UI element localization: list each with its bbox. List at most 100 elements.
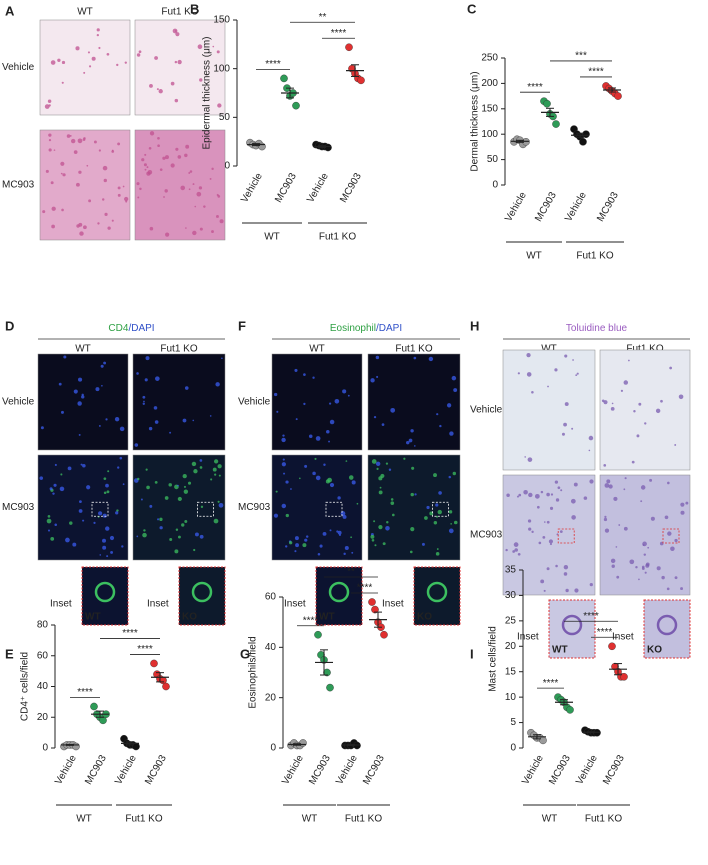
micrograph xyxy=(367,353,461,451)
texture xyxy=(565,588,569,593)
texture xyxy=(518,493,522,497)
x-tick-label: MC903 xyxy=(83,753,109,787)
y-tick-label: 0 xyxy=(510,743,516,754)
texture xyxy=(175,147,179,151)
data-point xyxy=(345,43,353,52)
data-point xyxy=(357,76,365,85)
texture xyxy=(75,182,80,187)
texture xyxy=(199,78,203,82)
texture xyxy=(421,542,425,546)
texture xyxy=(88,199,92,203)
texture xyxy=(524,456,526,458)
texture xyxy=(534,493,540,499)
texture xyxy=(137,196,140,199)
texture xyxy=(561,432,565,436)
texture xyxy=(60,410,64,414)
inset-tag: WT xyxy=(85,612,101,623)
column-label: Fut1 KO xyxy=(626,344,663,355)
panel-header: Toluidine blue xyxy=(566,323,628,334)
texture xyxy=(661,575,665,580)
texture xyxy=(107,470,110,473)
texture xyxy=(559,530,563,534)
texture xyxy=(42,210,46,214)
texture xyxy=(644,422,647,425)
texture xyxy=(303,373,306,376)
texture xyxy=(390,498,394,501)
y-tick-label: 0 xyxy=(224,161,230,172)
texture xyxy=(149,504,153,508)
texture xyxy=(517,552,521,556)
texture xyxy=(180,185,186,191)
texture xyxy=(660,399,663,403)
texture xyxy=(386,521,389,524)
texture xyxy=(189,170,193,173)
y-tick-label: 60 xyxy=(37,650,49,661)
inset-label: Inset xyxy=(284,599,306,610)
texture xyxy=(375,461,381,467)
texture xyxy=(105,418,108,421)
texture xyxy=(623,488,626,491)
texture xyxy=(53,149,56,151)
texture xyxy=(172,28,178,34)
texture xyxy=(102,538,107,543)
texture xyxy=(406,440,410,445)
texture xyxy=(144,153,147,156)
texture xyxy=(638,402,642,406)
texture xyxy=(528,527,532,531)
y-axis-label: CD4⁺ cells/field xyxy=(20,652,31,721)
y-tick-label: 250 xyxy=(481,53,498,64)
y-tick-label: 0 xyxy=(42,743,48,754)
texture xyxy=(526,372,532,377)
column-label: WT xyxy=(75,344,91,355)
texture xyxy=(382,542,386,546)
texture xyxy=(623,526,628,531)
texture xyxy=(620,389,624,392)
texture xyxy=(78,170,82,174)
panel-letter: E xyxy=(5,646,14,661)
texture xyxy=(136,535,139,538)
data-point xyxy=(608,642,616,651)
texture xyxy=(650,516,655,521)
inset-box xyxy=(91,501,109,517)
texture xyxy=(193,548,196,552)
panel-letter: F xyxy=(238,318,246,333)
texture xyxy=(647,546,650,549)
texture xyxy=(433,473,437,478)
column-label: WT xyxy=(77,7,93,18)
texture xyxy=(184,153,188,158)
texture xyxy=(564,354,568,358)
texture xyxy=(175,528,179,532)
texture xyxy=(281,437,286,443)
texture xyxy=(413,445,416,447)
significance-label: **** xyxy=(543,678,559,689)
row-label: Vehicle xyxy=(2,397,35,408)
texture xyxy=(96,28,100,32)
texture xyxy=(47,99,52,103)
texture xyxy=(177,484,179,487)
header-part: Eosinophil xyxy=(330,323,376,334)
texture xyxy=(153,406,158,410)
texture xyxy=(348,475,354,480)
inset-tag: WT xyxy=(552,645,568,656)
texture xyxy=(410,492,414,497)
inset-box xyxy=(196,501,214,517)
texture xyxy=(337,530,342,535)
texture xyxy=(322,531,327,536)
texture xyxy=(674,576,678,580)
texture xyxy=(554,368,558,372)
texture xyxy=(674,538,678,543)
panel-header: CD4/DAPI xyxy=(108,323,154,334)
texture xyxy=(169,431,172,434)
texture xyxy=(685,501,689,505)
texture xyxy=(163,196,165,198)
texture xyxy=(512,550,515,553)
texture xyxy=(641,565,645,569)
texture xyxy=(211,230,214,234)
data-point xyxy=(323,668,331,677)
texture xyxy=(212,467,217,472)
texture xyxy=(117,193,121,197)
texture xyxy=(536,505,540,509)
texture xyxy=(312,376,315,379)
texture xyxy=(448,510,453,514)
texture xyxy=(106,52,110,56)
